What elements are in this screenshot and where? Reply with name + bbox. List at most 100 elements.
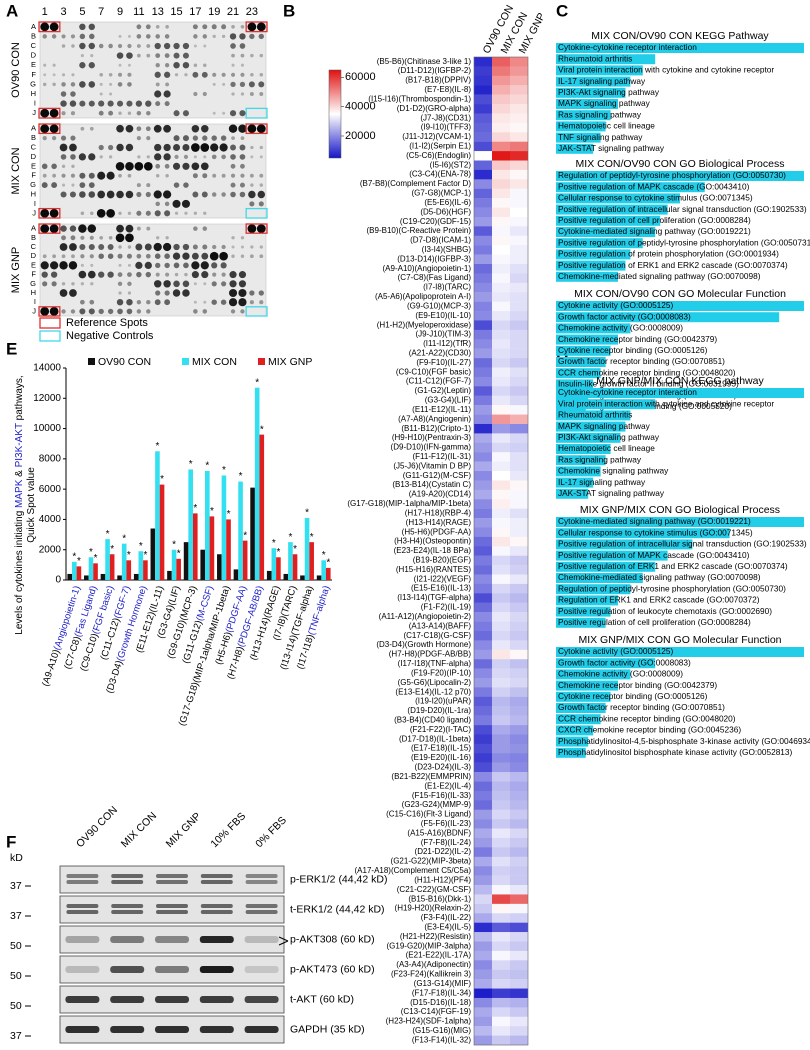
array-spot [89,300,94,305]
heatmap-cell [492,405,510,415]
band [200,966,234,973]
heatmap-cell [492,904,510,914]
row-letter: F [31,270,36,279]
significance-marker: * [326,558,330,569]
term-label: MAPK signaling pathway [558,421,651,431]
array-spot [229,280,236,287]
array-spot [60,100,66,106]
heatmap-cell [474,499,492,509]
bar [255,388,260,580]
row-label: (I1-I2)(Serpin E1) [409,141,471,150]
bar [267,571,272,580]
array-spot [202,173,207,178]
heatmap-cell [492,847,510,857]
array-spot [165,236,168,239]
term-label: Ras signaling pathway [558,454,642,464]
array-spot [202,72,208,78]
array-spot [43,254,47,258]
heatmap-cell [492,509,510,519]
array-spot [99,309,104,314]
heatmap-cell [474,198,492,208]
term-label: Chemokine receptor binding (GO:0042379) [558,680,717,690]
array-spot [108,101,114,107]
array-spot [165,202,170,207]
heatmap-cell [510,151,528,161]
array-spot [137,183,141,187]
heatmap-cell [474,311,492,321]
heatmap-cell [474,876,492,886]
heatmap-cell [510,631,528,641]
heatmap-cell [474,612,492,622]
heatmap-cell [474,490,492,500]
bar [67,574,72,580]
array-spot [80,300,85,305]
array-spot [173,62,179,68]
row-label: (A19-A20)(CD14) [409,490,472,499]
row-label: (G21-G22)(MIP-3beta) [391,857,472,866]
column-number: 9 [117,6,123,18]
array-spot [184,155,188,159]
term-label: Positive regulation of MAPK cascade (GO:… [558,550,750,560]
array-spot [61,235,66,240]
bar [143,560,148,580]
legend-label: Negative Controls [66,330,154,342]
y-axis-label-part: Quick Spot value [26,467,37,543]
bar [243,541,248,580]
row-label: (I7-I8)(TARC) [423,283,471,292]
row-label: (F11-F12)(IL-31) [412,452,471,461]
array-spot [71,309,75,313]
array-spot [126,191,134,199]
heatmap-cell [510,311,528,321]
array-spot [119,64,122,67]
heatmap-cell [474,415,492,425]
row-label: (I5-I6)(ST2) [430,160,472,169]
row-label: (E15-E16)(IL-13) [411,584,471,593]
heatmap-cell [510,772,528,782]
heatmap-cell [474,292,492,302]
term-label: Regulation of ERK1 and ERK2 cascade (GO:… [558,595,760,605]
array-spot [135,262,142,269]
heatmap-cell [474,659,492,669]
array-spot [155,263,160,268]
bar [234,569,239,580]
heatmap-cell [510,424,528,434]
array-spot [71,73,74,76]
heatmap-cell [492,989,510,999]
array-spot [200,143,209,152]
heatmap-cell [492,857,510,867]
array-spot [212,281,217,286]
row-label: (D3-D4)(Growth Hormone) [376,640,471,649]
array-spot [247,22,256,31]
row-label: (C5-C6)(Endoglin) [406,151,471,160]
legend-label: MIX CON [192,356,237,368]
array-spot [259,300,263,304]
row-label: (A13-A14)(BAFF) [409,621,472,630]
lane-label: 0% FBS [253,814,289,850]
array-spot [232,245,235,248]
row-letter: A [31,22,36,31]
row-letter: H [31,189,36,198]
row-label: (H1-H2)(Myeloperoxidase) [377,320,472,329]
heatmap-cell [492,1017,510,1027]
heatmap-cell [474,565,492,575]
heatmap-cell [510,885,528,895]
heatmap-cell [474,217,492,227]
row-letter: E [31,60,36,69]
heatmap-cell [474,800,492,810]
array-spot [259,254,263,258]
array-spot [212,24,217,29]
row-letter: J [32,108,36,117]
row-label: (G17-G18)(MIP-1alpha/MIP-1beta) [347,499,471,508]
term-label: Cellular response to cytokine stimulus (… [558,193,753,203]
array-spot [201,271,208,278]
heatmap-cell [510,132,528,142]
array-spot [107,172,115,180]
array-spot [79,191,86,198]
band [155,996,189,1003]
heatmap-cell [474,979,492,989]
array-spot [174,263,180,269]
array-spot [165,174,168,177]
array-spot [137,34,142,39]
array-spot [240,82,245,87]
